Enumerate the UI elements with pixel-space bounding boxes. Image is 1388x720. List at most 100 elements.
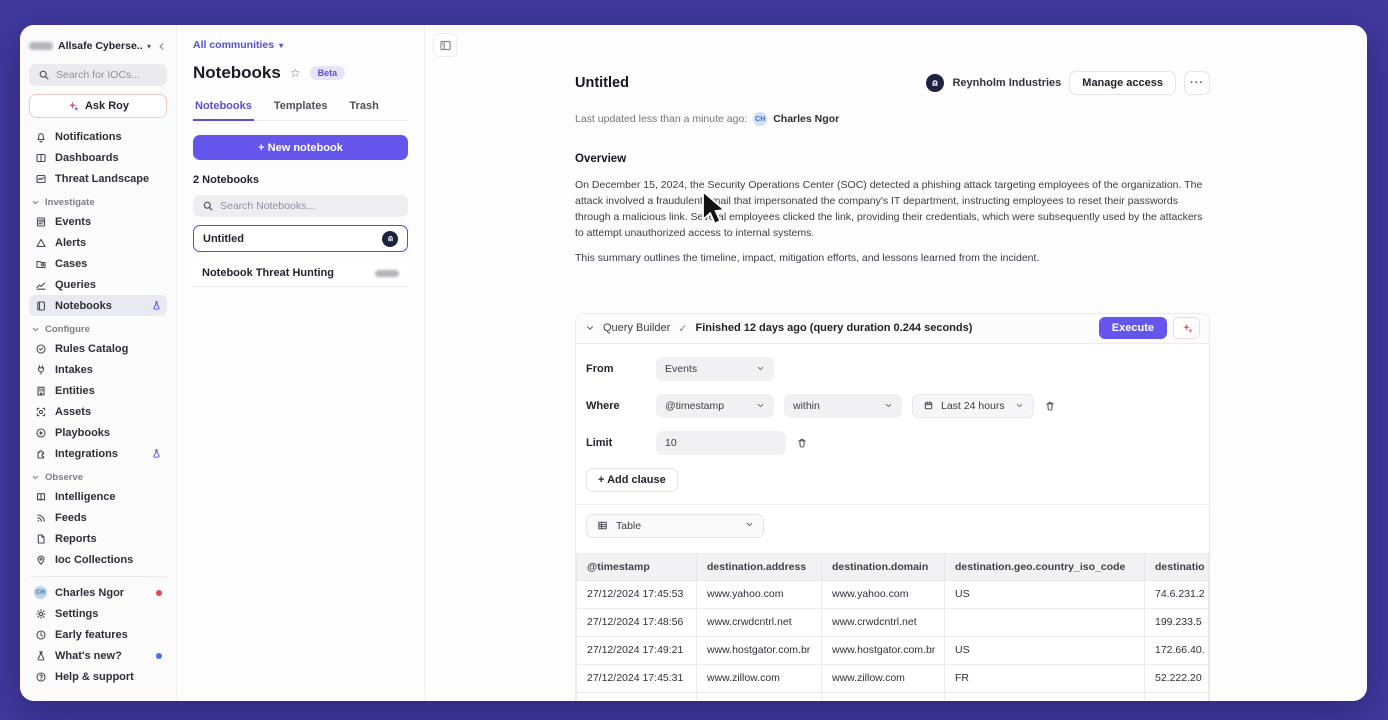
more-options-button[interactable]: ···: [1184, 71, 1210, 95]
toggle-panel-button[interactable]: [433, 33, 457, 57]
execute-button[interactable]: Execute: [1098, 317, 1167, 340]
sidebar-item-notifications[interactable]: Notifications: [29, 126, 167, 147]
last-updated-label: Last updated less than a minute ago:: [575, 113, 748, 125]
sidebar-item-queries[interactable]: Queries: [29, 274, 167, 295]
collapse-sidebar-icon[interactable]: [156, 41, 167, 52]
column-header[interactable]: @timestamp: [576, 552, 697, 581]
manage-access-button[interactable]: Manage access: [1069, 71, 1176, 95]
sidebar-item-early-features[interactable]: Early features: [29, 624, 167, 645]
sidebar-item-alerts[interactable]: Alerts: [29, 232, 167, 253]
shield-check-icon: [34, 342, 47, 355]
delete-clause-button[interactable]: [1044, 400, 1056, 412]
rss-icon: [34, 511, 47, 524]
table-row[interactable]: 27/12/2024 17:49:21 www.hostgator.com.br w…: [576, 635, 1209, 665]
sidebar-item-label: Help & support: [55, 670, 134, 683]
sidebar-item-label: Notifications: [55, 130, 122, 143]
add-clause-button[interactable]: + Add clause: [586, 467, 678, 492]
table-row[interactable]: 27/12/2024 17:45:53 www.yahoo.com www.yaho…: [576, 579, 1209, 609]
column-header[interactable]: destinatio: [1144, 552, 1209, 581]
from-select[interactable]: Events: [656, 356, 774, 381]
sidebar-item-playbooks[interactable]: Playbooks: [29, 422, 167, 443]
overview-heading: Overview: [575, 153, 627, 165]
help-circle-icon: [34, 670, 47, 683]
chevron-down-icon: [884, 401, 893, 410]
tab-trash[interactable]: Trash: [349, 100, 379, 112]
sidebar-item-entities[interactable]: Entities: [29, 380, 167, 401]
table-row[interactable]: 27/12/2024 17:46:46www.flickr.comwww.fli…: [576, 691, 1209, 701]
communities-dropdown[interactable]: All communities ▾: [193, 39, 284, 51]
sidebar-item-integrations[interactable]: Integrations: [29, 443, 167, 464]
sidebar-item-profile[interactable]: CH Charles Ngor: [29, 582, 167, 603]
trash-icon: [1046, 401, 1054, 411]
column-header[interactable]: destination.address: [696, 552, 822, 581]
org-name: Allsafe Cyberse...: [58, 40, 142, 52]
sidebar-item-ioc-collections[interactable]: Ioc Collections: [29, 549, 167, 570]
sidebar-section-configure[interactable]: Configure: [31, 324, 167, 335]
table-row[interactable]: 27/12/2024 17:45:31 www.zillow.com www.zil…: [576, 663, 1209, 693]
sidebar-item-label: Intelligence: [55, 490, 116, 503]
sidebar-item-label: Ioc Collections: [55, 553, 134, 566]
sidebar-item-label: Dashboards: [55, 151, 119, 164]
view-type-select[interactable]: Table: [586, 513, 764, 538]
overview-paragraph: On December 15, 2024, the Security Opera…: [575, 179, 1203, 239]
plug-icon: [34, 363, 47, 376]
search-icon: [37, 69, 50, 82]
column-header[interactable]: destination.geo.country_iso_code: [944, 552, 1145, 581]
shared-badge: [375, 269, 399, 277]
sidebar-item-whats-new[interactable]: What's new?: [29, 645, 167, 666]
sidebar-item-reports[interactable]: Reports: [29, 528, 167, 549]
notebooks-search[interactable]: [193, 195, 408, 217]
sidebar-item-rules-catalog[interactable]: Rules Catalog: [29, 338, 167, 359]
avatar: CH: [34, 586, 47, 599]
sidebar-item-label: Reports: [55, 532, 97, 545]
date-range-select[interactable]: Last 24 hours: [912, 393, 1034, 418]
main-content: Untitled Reynholm Industries Manage acce…: [425, 25, 1367, 701]
where-operator-select[interactable]: within: [784, 393, 902, 418]
where-field-select[interactable]: @timestamp: [656, 393, 774, 418]
table-row[interactable]: 27/12/2024 17:48:56 www.crwdcntrl.net www.…: [576, 607, 1209, 637]
sidebar-item-cases[interactable]: Cases: [29, 253, 167, 274]
sidebar-item-settings[interactable]: Settings: [29, 603, 167, 624]
query-status: Finished 12 days ago (query duration 0.2…: [695, 322, 973, 335]
notebook-list-item[interactable]: Untitled: [193, 225, 408, 252]
ai-sparkle-button[interactable]: [1173, 317, 1200, 340]
crosshair-icon: [34, 405, 47, 418]
sidebar-item-dashboards[interactable]: Dashboards: [29, 147, 167, 168]
sparkle-icon: [1182, 324, 1192, 333]
tab-notebooks[interactable]: Notebooks: [193, 96, 254, 121]
tab-templates[interactable]: Templates: [273, 100, 328, 112]
sidebar-item-label: Feeds: [55, 511, 87, 524]
ioc-search-input[interactable]: [56, 69, 159, 81]
file-icon: [34, 532, 47, 545]
sidebar-item-help[interactable]: Help & support: [29, 666, 167, 687]
sidebar-section-observe[interactable]: Observe: [31, 472, 167, 483]
org-switcher[interactable]: Allsafe Cyberse... ▾: [29, 34, 167, 58]
sidebar-item-feeds[interactable]: Feeds: [29, 507, 167, 528]
panel-layout-icon: [439, 40, 451, 50]
sidebar-item-events[interactable]: Events: [29, 211, 167, 232]
delete-limit-button[interactable]: [796, 437, 808, 449]
query-builder-card: Query Builder ✓ Finished 12 days ago (qu…: [575, 312, 1210, 701]
sidebar-item-label: Assets: [55, 405, 92, 418]
org-logo: [29, 42, 53, 50]
chevron-down-icon: ▾: [279, 40, 284, 50]
notebooks-search-input[interactable]: [220, 200, 400, 212]
sidebar-section-investigate[interactable]: Investigate: [31, 197, 167, 208]
ioc-search[interactable]: [29, 64, 167, 86]
sidebar-item-threat-landscape[interactable]: Threat Landscape: [29, 168, 167, 189]
dashboards-icon: [34, 151, 47, 164]
limit-input[interactable]: [656, 430, 786, 455]
sidebar-item-intelligence[interactable]: Intelligence: [29, 486, 167, 507]
notebook-list-item[interactable]: Notebook Threat Hunting: [193, 260, 408, 287]
star-icon[interactable]: ☆: [289, 66, 301, 80]
sidebar-item-notebooks[interactable]: Notebooks: [29, 295, 167, 316]
column-header[interactable]: destination.domain: [821, 552, 945, 581]
ask-roy-button[interactable]: Ask Roy: [29, 94, 167, 118]
collapse-chevron-icon[interactable]: [585, 323, 595, 333]
sidebar-item-assets[interactable]: Assets: [29, 401, 167, 422]
sidebar-item-intakes[interactable]: Intakes: [29, 359, 167, 380]
puzzle-icon: [34, 447, 47, 460]
panel-title: Notebooks: [193, 63, 281, 82]
new-notebook-button[interactable]: + New notebook: [193, 135, 408, 160]
notebook-title[interactable]: Untitled: [575, 75, 629, 91]
